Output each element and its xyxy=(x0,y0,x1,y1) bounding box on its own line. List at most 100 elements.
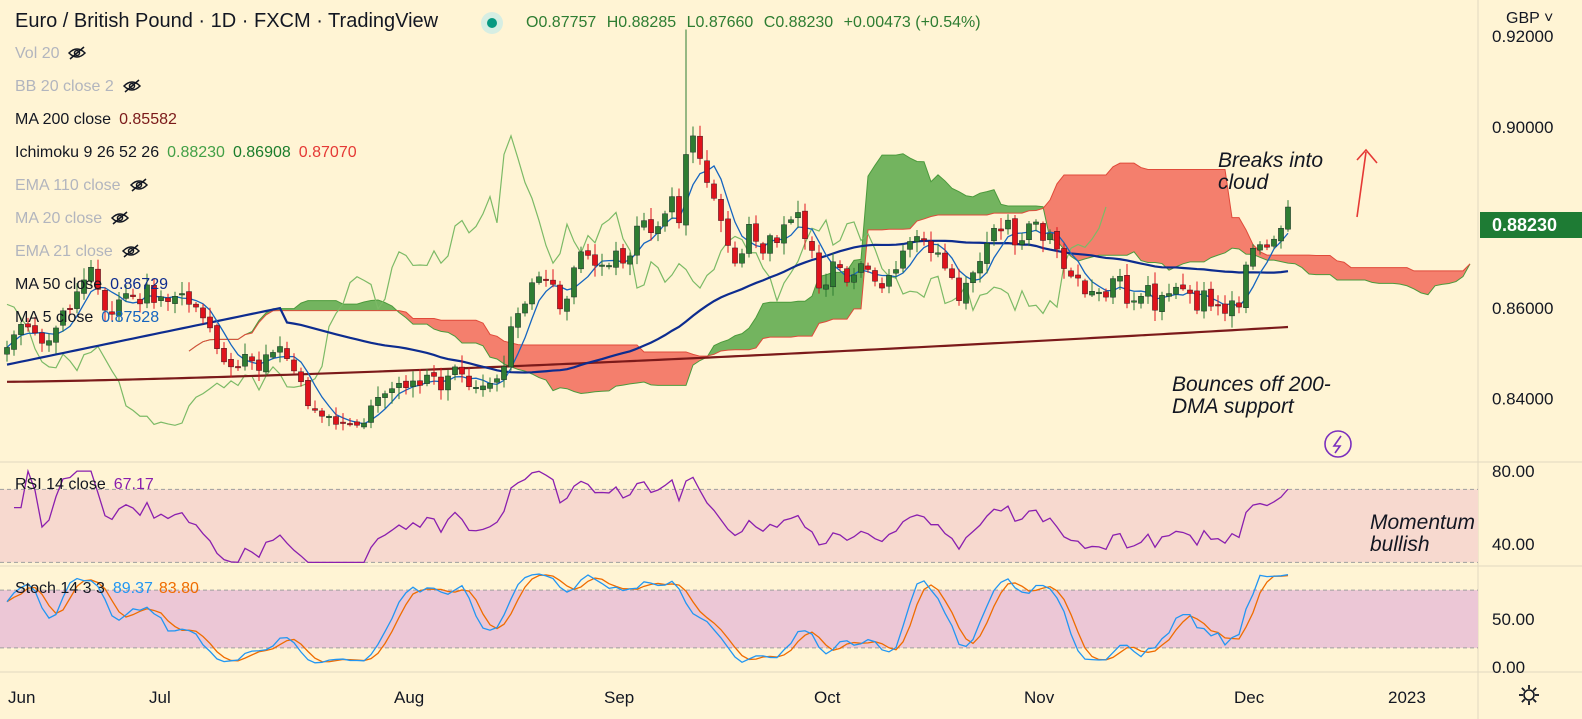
cloud-bull-segment xyxy=(329,300,336,311)
cloud-bear-segment xyxy=(574,344,581,394)
candle-body xyxy=(277,346,283,353)
legend-row-bb-20-close-2[interactable]: BB 20 close 2 xyxy=(15,78,142,96)
cloud-bear-segment xyxy=(1414,270,1421,293)
candle xyxy=(207,307,213,333)
candle xyxy=(291,353,297,374)
legend-row-vol-20[interactable]: Vol 20 xyxy=(15,45,87,63)
candle xyxy=(963,276,969,310)
candle xyxy=(1222,295,1228,322)
candle-body xyxy=(809,241,815,251)
stoch-d-line xyxy=(6,574,1289,663)
candle-body xyxy=(249,356,255,362)
cloud-bear-segment xyxy=(1218,169,1225,256)
candle-body xyxy=(312,408,318,411)
candle-body xyxy=(585,250,591,256)
candle-body xyxy=(438,376,444,391)
candle xyxy=(970,270,976,293)
candle xyxy=(137,293,143,313)
cloud-bull-segment xyxy=(301,300,308,311)
candle-body xyxy=(837,264,843,268)
candle xyxy=(235,359,241,371)
candle-body xyxy=(60,310,66,326)
cloud-bear-segment xyxy=(497,336,504,364)
cloud-bear-segment xyxy=(1435,270,1442,286)
cloud-bear-segment xyxy=(560,344,567,389)
cloud-bull-segment xyxy=(896,153,903,230)
cloud-bull-segment xyxy=(777,302,784,338)
candle-body xyxy=(1075,274,1081,279)
candle xyxy=(522,301,528,317)
candle xyxy=(130,288,136,300)
cloud-bear-segment xyxy=(546,344,553,391)
candle xyxy=(284,341,290,362)
candle xyxy=(1166,283,1172,302)
legend-value: 0.86908 xyxy=(232,144,291,161)
candle xyxy=(4,340,10,362)
candle xyxy=(823,273,829,297)
candle-body xyxy=(690,135,696,153)
cloud-bull-segment xyxy=(357,301,364,311)
candle-body xyxy=(620,248,626,264)
legend-row-ma-50-close[interactable]: MA 50 close 0.86729 xyxy=(15,276,168,294)
legend-row-ma-20-close[interactable]: MA 20 close xyxy=(15,210,130,228)
market-status-icon[interactable] xyxy=(481,12,503,34)
candle xyxy=(466,367,472,391)
candle-body xyxy=(242,354,248,367)
cloud-bull-segment xyxy=(308,300,315,311)
cloud-bull-segment xyxy=(763,302,770,339)
cloud-bear-segment xyxy=(658,351,665,386)
candle xyxy=(277,336,283,363)
eye-crossed-icon[interactable] xyxy=(122,79,142,93)
candle xyxy=(704,150,710,188)
candle-body xyxy=(781,224,787,244)
cloud-bull-segment xyxy=(1008,205,1015,214)
cloud-bear-segment xyxy=(651,351,658,386)
cloud-bear-segment xyxy=(1162,169,1169,271)
candle xyxy=(928,231,934,262)
legend-row-ema-110-close[interactable]: EMA 110 close xyxy=(15,177,149,195)
candle xyxy=(1243,261,1249,314)
candle xyxy=(753,215,759,249)
eye-crossed-icon[interactable] xyxy=(67,46,87,60)
cloud-bear-segment xyxy=(1337,260,1344,281)
candle xyxy=(1236,296,1242,314)
candle-body xyxy=(641,220,647,228)
legend-label: EMA 21 close xyxy=(15,243,113,260)
cloud-bull-segment xyxy=(336,300,343,311)
annotation-support-line2: DMA support xyxy=(1172,395,1294,418)
settings-icon[interactable] xyxy=(1518,684,1540,706)
eye-crossed-icon[interactable] xyxy=(121,244,141,258)
candle-body xyxy=(970,272,976,284)
candle-body xyxy=(592,254,598,266)
candle xyxy=(1117,268,1123,290)
legend-row-ichimoku-9-26-52-26[interactable]: Ichimoku 9 26 52 26 0.88230 0.86908 0.87070 xyxy=(15,144,357,162)
candle xyxy=(459,355,465,383)
candle xyxy=(627,252,633,276)
candle-body xyxy=(802,210,808,239)
eye-crossed-icon[interactable] xyxy=(129,178,149,192)
candle-body xyxy=(501,366,507,380)
cloud-bear-segment xyxy=(1316,255,1323,275)
stoch-legend-label: Stoch 14 3 3 xyxy=(15,580,105,597)
cloud-bear-segment xyxy=(1281,255,1288,264)
eye-crossed-icon[interactable] xyxy=(110,211,130,225)
candle xyxy=(746,216,752,258)
candle xyxy=(732,241,738,267)
candle-body xyxy=(725,218,731,246)
cloud-bear-segment xyxy=(665,351,672,386)
candle-body xyxy=(1215,304,1221,307)
candle-body xyxy=(382,393,388,398)
candle-body xyxy=(319,410,325,417)
candle-body xyxy=(95,268,101,290)
cloud-span-b xyxy=(188,162,1471,357)
legend-row-ma-5-close[interactable]: MA 5 close 0.87528 xyxy=(15,309,159,327)
candle-body xyxy=(137,298,143,305)
cloud-bull-segment xyxy=(980,191,987,216)
candle xyxy=(690,126,696,164)
candle xyxy=(25,317,31,332)
candle xyxy=(144,273,150,309)
legend-row-ma-200-close[interactable]: MA 200 close 0.85582 xyxy=(15,111,177,129)
currency-selector[interactable]: GBP ˅ xyxy=(1494,10,1582,28)
legend-row-ema-21-close[interactable]: EMA 21 close xyxy=(15,243,141,261)
